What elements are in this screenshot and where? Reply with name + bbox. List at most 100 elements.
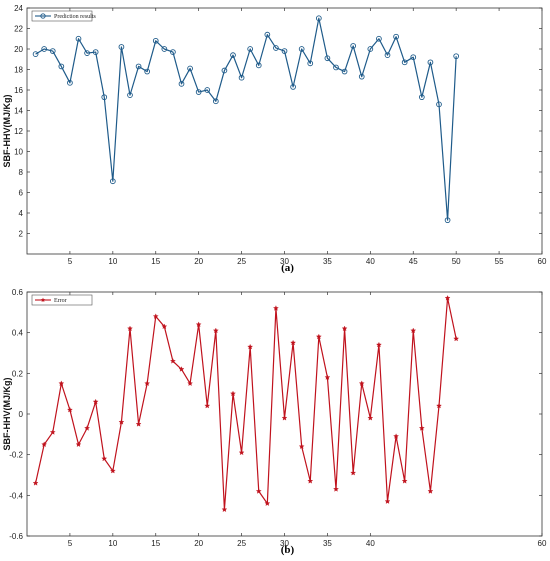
data-point xyxy=(127,92,133,98)
data-point xyxy=(161,46,168,52)
legend-marker xyxy=(40,13,46,19)
data-point xyxy=(393,433,399,439)
panel-label: (b) xyxy=(281,544,295,556)
x-tick-label: 10 xyxy=(108,257,117,266)
data-point xyxy=(212,98,219,105)
y-tick-label: -0.4 xyxy=(9,491,23,500)
y-tick-label: 0.4 xyxy=(12,329,24,338)
data-point xyxy=(444,217,451,224)
x-tick-label: 35 xyxy=(323,539,332,548)
data-point xyxy=(238,449,245,456)
y-tick-label: 6 xyxy=(19,189,24,198)
data-point xyxy=(401,478,408,484)
data-point xyxy=(298,46,305,52)
data-point xyxy=(315,333,322,340)
y-tick-label: 2 xyxy=(19,230,24,239)
data-point xyxy=(427,59,434,66)
x-tick-label: 45 xyxy=(409,257,418,266)
data-point xyxy=(255,62,262,69)
data-point xyxy=(367,415,374,421)
x-tick-label: 30 xyxy=(280,539,289,548)
data-point xyxy=(170,49,176,55)
data-point xyxy=(135,63,142,70)
data-point xyxy=(32,51,39,57)
data-point xyxy=(41,441,48,447)
data-point xyxy=(75,441,82,447)
data-point xyxy=(376,341,382,348)
data-point xyxy=(101,455,108,462)
data-point xyxy=(204,402,211,409)
data-point xyxy=(333,64,339,71)
data-point xyxy=(127,325,133,332)
x-tick-label: 60 xyxy=(538,539,547,548)
data-point xyxy=(41,46,48,52)
data-point xyxy=(410,54,417,61)
x-tick-label: 5 xyxy=(68,257,73,266)
data-point xyxy=(187,380,193,386)
data-point xyxy=(195,89,202,95)
data-point xyxy=(118,419,125,425)
data-point xyxy=(453,335,460,342)
data-point xyxy=(230,390,236,397)
y-axis-label: SBF-HHV(MJ/Kg) xyxy=(2,378,12,451)
x-tick-label: 50 xyxy=(452,257,461,266)
data-point xyxy=(178,80,185,87)
data-point xyxy=(453,53,460,60)
data-point xyxy=(444,295,451,301)
data-point xyxy=(315,15,322,22)
y-tick-label: 0.6 xyxy=(12,288,24,297)
data-point xyxy=(230,52,236,59)
x-tick-label: 5 xyxy=(68,539,73,548)
data-point xyxy=(307,478,314,484)
x-tick-label: 10 xyxy=(108,539,117,548)
x-tick-label: 20 xyxy=(194,539,203,548)
y-tick-label: 24 xyxy=(14,4,23,13)
x-tick-label: 30 xyxy=(280,257,289,266)
series-line xyxy=(35,17,457,221)
data-point xyxy=(384,52,391,59)
y-tick-label: 20 xyxy=(14,45,23,54)
data-point xyxy=(290,339,296,346)
y-tick-label: 4 xyxy=(19,209,24,218)
x-tick-label: 40 xyxy=(366,257,375,266)
data-point xyxy=(144,68,151,75)
y-tick-label: 16 xyxy=(14,86,23,95)
data-point xyxy=(341,68,348,75)
data-point xyxy=(75,35,82,42)
data-point xyxy=(376,35,382,42)
data-point xyxy=(195,321,202,327)
data-point xyxy=(109,467,116,474)
y-tick-label: 12 xyxy=(14,127,23,136)
legend-box xyxy=(31,10,93,22)
data-point xyxy=(152,37,159,44)
y-tick-label: -0.6 xyxy=(9,532,23,541)
data-point xyxy=(401,59,408,66)
data-point xyxy=(273,305,279,311)
y-tick-label: 8 xyxy=(19,168,24,177)
data-point xyxy=(135,421,142,427)
chart-panel-1: 5 10 15 20 25 30 35 40 45 50 55 6024681012141618202… xyxy=(2,4,547,274)
data-point xyxy=(58,380,65,386)
data-point xyxy=(109,178,116,185)
data-point xyxy=(118,44,125,50)
data-point xyxy=(247,343,254,350)
data-point xyxy=(273,45,279,51)
data-point xyxy=(333,486,339,492)
data-point xyxy=(161,323,168,329)
y-tick-label: 0.2 xyxy=(12,369,24,378)
data-point xyxy=(238,74,245,81)
x-tick-label: 20 xyxy=(194,257,203,266)
data-point xyxy=(49,429,56,435)
data-point xyxy=(358,73,365,80)
x-tick-label: 25 xyxy=(237,539,246,548)
data-point xyxy=(324,55,331,62)
legend-label: Error xyxy=(54,298,67,304)
data-point xyxy=(49,48,56,54)
data-point xyxy=(367,46,374,52)
data-point xyxy=(92,49,99,55)
data-point xyxy=(178,366,185,372)
panel-label: (a) xyxy=(281,262,294,274)
data-point xyxy=(247,46,254,52)
y-tick-label: 14 xyxy=(14,107,23,116)
